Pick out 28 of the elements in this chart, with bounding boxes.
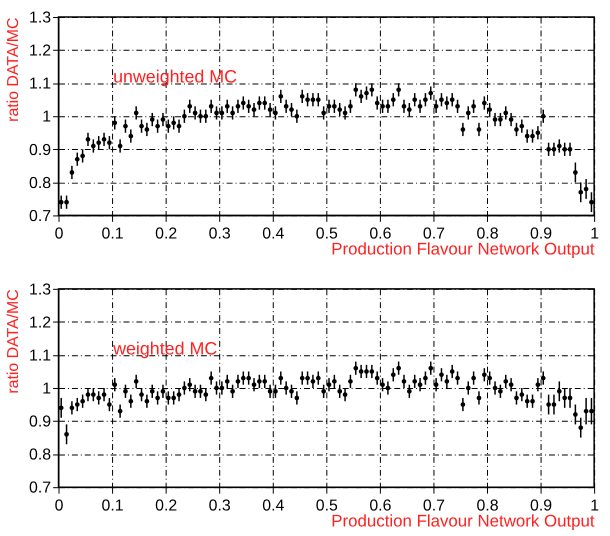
x-tick-label: 0.4 (262, 498, 284, 515)
x-tick-label: 0.3 (208, 226, 231, 243)
y-tick-label: 0.9 (29, 414, 52, 431)
y-tick-label: 1.3 (29, 10, 52, 27)
y-tick-label: 1.2 (29, 314, 52, 332)
y-tick-label: 1 (42, 108, 52, 126)
y-tick-label: 1.2 (29, 42, 52, 60)
y-tick-label: 0.8 (29, 446, 52, 464)
x-tick-label: 0 (54, 226, 64, 243)
annotation: weighted MC (112, 338, 218, 358)
y-axis-title: ratio DATA/MC (5, 18, 22, 122)
y-tick-label: 1 (42, 380, 52, 398)
x-tick-label: 0.4 (262, 226, 284, 243)
y-tick-label: 0.9 (29, 142, 52, 159)
y-tick-label: 0.7 (29, 480, 52, 497)
y-tick-label: 1.1 (29, 347, 52, 364)
x-tick-label: 0.2 (155, 226, 178, 243)
x-tick-label: 0.3 (208, 498, 231, 515)
y-tick-label: 0.8 (29, 174, 52, 192)
y-axis-title: ratio DATA/MC (5, 289, 22, 394)
x-tick-label: 0.1 (102, 498, 124, 515)
x-tick-label: 0 (54, 498, 64, 515)
y-tick-label: 1.3 (29, 281, 52, 298)
x-tick-label: 0.1 (102, 226, 124, 243)
annotation: unweighted MC (113, 66, 238, 87)
x-tick-label: 0.2 (155, 498, 178, 515)
y-tick-label: 1.1 (29, 76, 52, 93)
y-tick-label: 0.7 (29, 208, 52, 225)
